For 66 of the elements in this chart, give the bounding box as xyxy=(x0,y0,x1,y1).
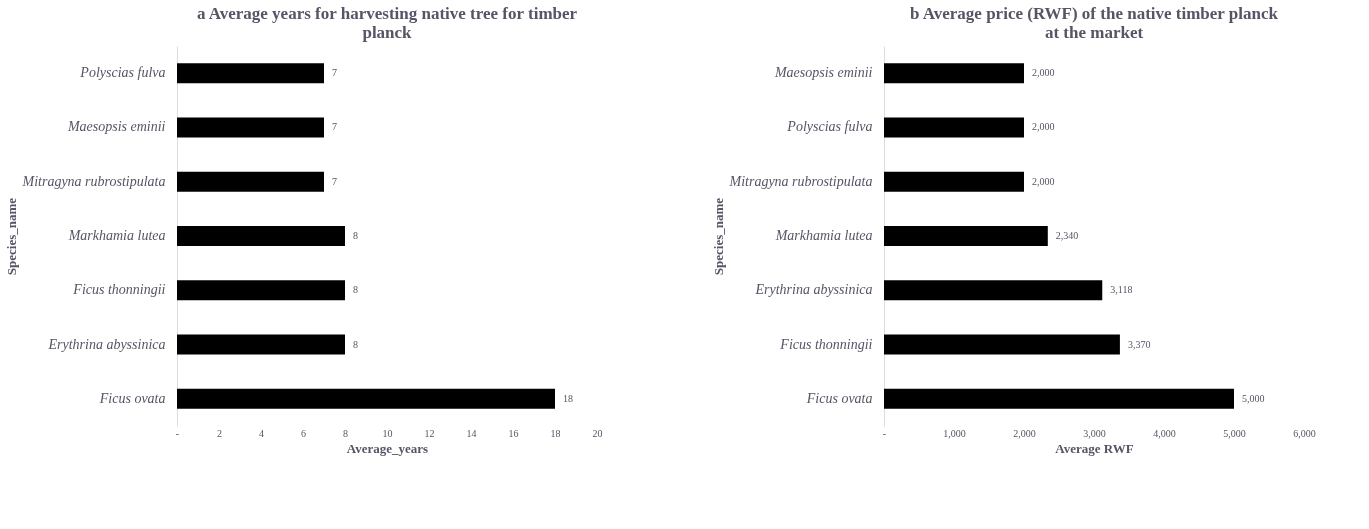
x-tick-label: 16 xyxy=(508,427,519,439)
x-tick-label: 12 xyxy=(424,427,435,439)
y-tick-label: Ficus thonningii xyxy=(779,336,873,352)
bar xyxy=(177,280,345,301)
data-label: 7 xyxy=(332,67,337,79)
data-label: 2,000 xyxy=(1032,67,1055,79)
x-tick-label: 20 xyxy=(592,427,603,439)
bar xyxy=(177,171,324,192)
bar xyxy=(884,171,1024,192)
y-tick-label: Erythrina abyssinica xyxy=(47,336,166,352)
y-axis-title: Species_name xyxy=(710,197,726,276)
y-axis-title: Species_name xyxy=(3,197,19,276)
x-tick-label: 6 xyxy=(301,427,306,439)
x-tick-label: 1,000 xyxy=(943,427,966,439)
data-label: 3,118 xyxy=(1110,284,1133,296)
y-tick-label: Ficus ovata xyxy=(98,390,166,406)
chart-title: b Average price (RWF) of the native timber planck at the market xyxy=(910,4,1279,42)
data-label: 18 xyxy=(563,392,573,404)
x-tick-label: 2 xyxy=(217,427,222,439)
bar xyxy=(177,388,555,409)
x-axis-title: Average_years xyxy=(346,440,429,456)
y-tick-label: Polyscias fulva xyxy=(786,119,873,135)
x-tick-label: 5,000 xyxy=(1223,427,1246,439)
x-tick-label: - xyxy=(175,427,180,439)
y-tick-label: Markhamia lutea xyxy=(774,228,873,243)
data-label: 8 xyxy=(353,230,358,241)
data-label: 5,000 xyxy=(1242,392,1265,404)
y-tick-label: Ficus ovata xyxy=(805,390,873,406)
chart-title: a Average years for harvesting native tree for timber planck xyxy=(196,4,578,42)
x-axis-title: Average RWF xyxy=(1055,440,1134,456)
data-label: 2,000 xyxy=(1032,121,1055,133)
x-tick-label: 8 xyxy=(343,427,348,439)
data-label: 7 xyxy=(332,121,337,133)
y-tick-label: Ficus thonningii xyxy=(72,282,166,298)
bar xyxy=(884,63,1024,84)
bar xyxy=(884,280,1103,301)
bar xyxy=(884,388,1234,409)
data-label: 8 xyxy=(353,284,358,296)
x-tick-label: 10 xyxy=(382,427,393,439)
y-tick-label: Mitragyna rubrostipulata xyxy=(21,173,166,189)
x-tick-label: 4 xyxy=(259,427,264,439)
data-label: 7 xyxy=(332,175,337,187)
x-tick-label: 2,000 xyxy=(1013,427,1036,439)
y-tick-label: Polyscias fulva xyxy=(79,65,166,81)
bar xyxy=(177,334,345,355)
data-label: 8 xyxy=(353,338,358,350)
x-tick-label: - xyxy=(882,427,887,439)
y-tick-label: Erythrina abyssinica xyxy=(754,282,873,298)
bar xyxy=(884,117,1024,138)
y-tick-label: Maesopsis eminii xyxy=(773,65,873,81)
x-tick-label: 6,000 xyxy=(1293,427,1316,439)
x-tick-label: 18 xyxy=(550,427,561,439)
data-label: 2,340 xyxy=(1055,230,1079,241)
y-tick-label: Maesopsis eminii xyxy=(66,119,166,135)
x-tick-label: 3,000 xyxy=(1083,427,1106,439)
bar xyxy=(177,226,345,246)
y-tick-label: Markhamia lutea xyxy=(67,228,166,243)
bar xyxy=(177,63,324,84)
bar xyxy=(884,334,1120,355)
x-tick-label: 14 xyxy=(466,427,477,439)
y-tick-label: Mitragyna rubrostipulata xyxy=(728,173,873,189)
x-tick-label: 4,000 xyxy=(1153,427,1176,439)
data-label: 3,370 xyxy=(1127,338,1151,350)
bar xyxy=(177,117,324,138)
bar xyxy=(884,226,1048,246)
data-label: 2,000 xyxy=(1032,175,1055,187)
